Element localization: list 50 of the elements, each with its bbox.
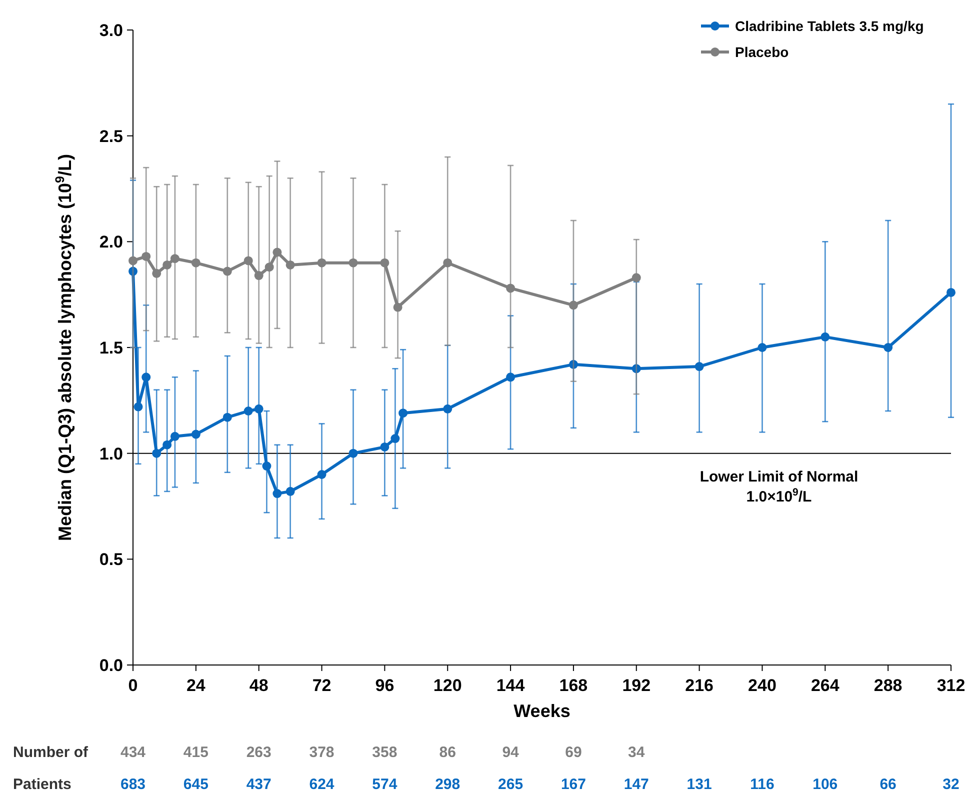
x-tick-label: 288: [874, 676, 902, 695]
text: 167: [560, 776, 586, 793]
x-tick-label: 120: [433, 676, 462, 695]
x-tick-label: 144: [496, 676, 526, 695]
text: 94: [502, 744, 520, 761]
x-tick-label: 48: [249, 676, 268, 695]
x-tick-label: 264: [810, 676, 840, 695]
x-tick-label: 240: [748, 676, 776, 695]
text: 34: [628, 744, 646, 761]
text: 415: [183, 744, 208, 761]
x-tick-label: 312: [936, 676, 966, 695]
text: 683: [120, 776, 146, 793]
text: 69: [565, 744, 582, 761]
legend-label: Cladribine Tablets 3.5 mg/kg: [735, 18, 924, 34]
text: 358: [372, 744, 398, 761]
y-tick-label: 0.0: [99, 656, 123, 675]
y-tick-label: 2.5: [99, 126, 123, 146]
x-tick-label: 0: [128, 676, 138, 695]
text: 434: [120, 744, 146, 761]
text: 32: [942, 776, 960, 793]
y-tick-label: 0.5: [99, 550, 123, 570]
y-tick-label: 1.5: [99, 338, 123, 358]
legend-label: Placebo: [735, 44, 789, 60]
x-tick-label: 72: [312, 676, 332, 695]
text: 86: [439, 744, 456, 761]
y-tick-label: 3.0: [99, 20, 123, 40]
text: 437: [246, 776, 272, 793]
x-tick-label: 192: [622, 676, 651, 695]
text: Number of: [13, 744, 90, 761]
text: 66: [880, 776, 896, 793]
text: 574: [372, 776, 398, 793]
text: Patients: [13, 776, 72, 793]
text: 147: [624, 776, 649, 793]
text: 265: [498, 776, 524, 793]
text: 624: [309, 776, 335, 793]
x-tick-label: 24: [186, 676, 206, 695]
x-axis-title: Weeks: [514, 701, 570, 721]
text: 645: [183, 776, 208, 793]
x-tick-label: 168: [559, 676, 588, 695]
text: 106: [812, 776, 838, 793]
x-tick-label: 216: [685, 676, 714, 695]
x-tick-label: 96: [375, 676, 394, 695]
text: 263: [246, 744, 272, 761]
y-tick-label: 2.0: [99, 232, 123, 252]
text: 378: [309, 744, 334, 761]
text: 131: [686, 776, 712, 793]
ref-line-label: Lower Limit of Normal 1.0×10$^{9}$/L: [700, 468, 858, 506]
text: 298: [435, 776, 460, 793]
text: 116: [750, 776, 774, 793]
y-tick-label: 1.0: [99, 444, 123, 464]
